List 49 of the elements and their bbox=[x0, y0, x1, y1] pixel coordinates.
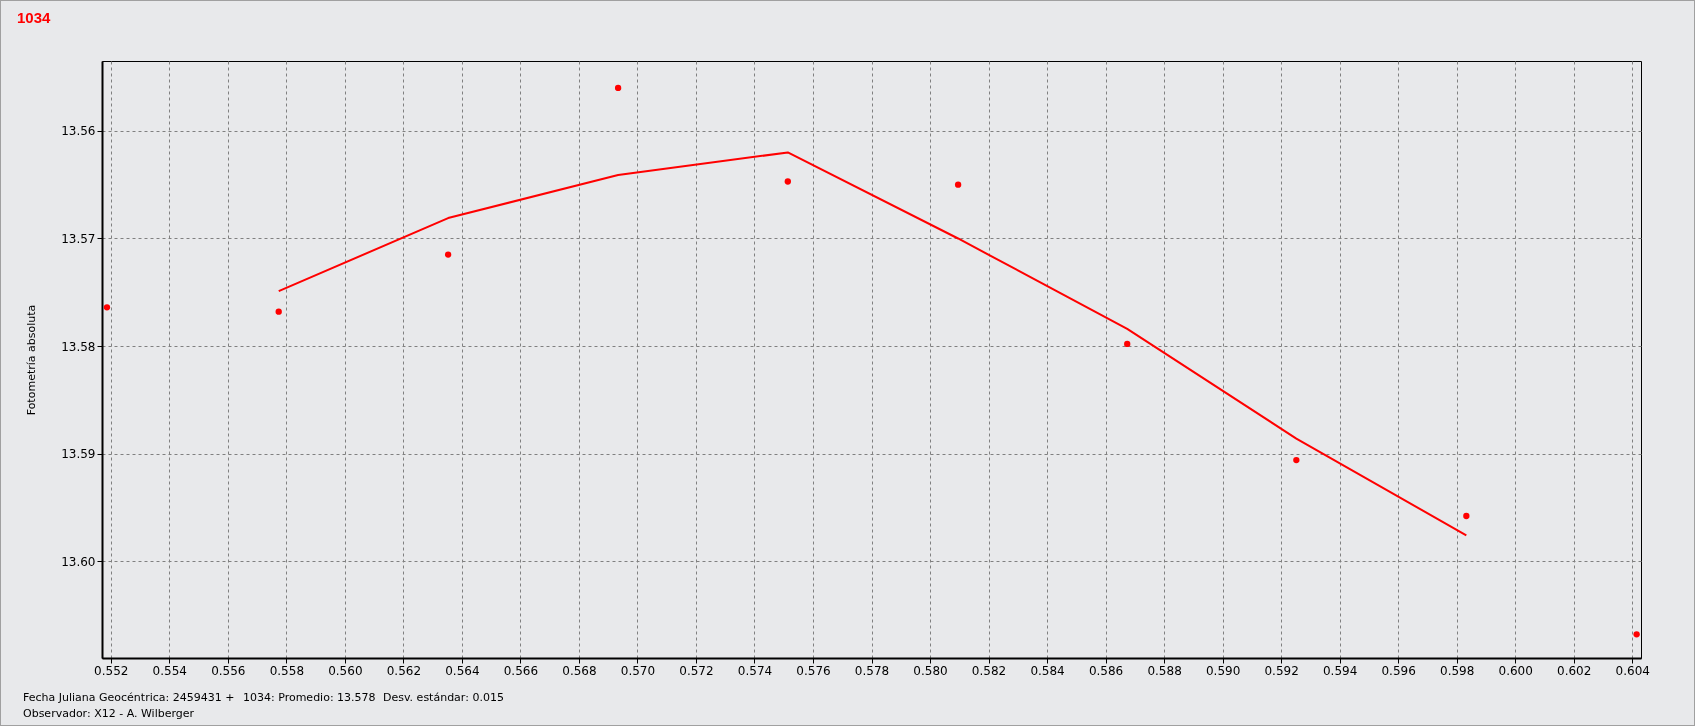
y-tick-label: 13.59 bbox=[61, 447, 96, 462]
point bbox=[614, 84, 622, 92]
point bbox=[1293, 456, 1300, 464]
x-tick-label: 0.566 bbox=[503, 663, 539, 678]
text: Observador: X12 - A. Wilberger bbox=[23, 707, 195, 720]
x-tick-label: 0.558 bbox=[269, 663, 305, 678]
y-tick-label: 13.57 bbox=[61, 231, 96, 246]
x-tick-label: 0.560 bbox=[328, 663, 363, 678]
x-tick-label: 0.570 bbox=[620, 663, 656, 678]
x-tick-label: 0.584 bbox=[1030, 663, 1065, 678]
point bbox=[444, 251, 452, 258]
x-tick-label: 0.582 bbox=[971, 663, 1007, 678]
y-tick-label: 13.56 bbox=[61, 124, 96, 139]
text: Desv. estándar: 0.015 bbox=[383, 691, 504, 704]
text: 1034: Promedio: 13.578 bbox=[243, 691, 376, 704]
point bbox=[1633, 631, 1640, 638]
text: Fecha Juliana Geocéntrica: 2459431 + bbox=[23, 691, 235, 704]
x-tick-label: 0.594 bbox=[1322, 663, 1358, 678]
x-tick-label: 0.564 bbox=[445, 663, 480, 678]
x-tick-label: 0.578 bbox=[854, 663, 890, 678]
x-tick-label: 0.580 bbox=[913, 663, 948, 678]
point bbox=[1124, 340, 1131, 348]
point bbox=[275, 308, 282, 315]
y-tick-label: 13.58 bbox=[61, 339, 96, 354]
y-tick-label: 13.60 bbox=[61, 554, 96, 569]
x-tick-label: 0.562 bbox=[386, 663, 422, 678]
line-series bbox=[277, 151, 1468, 537]
x-tick-label: 0.590 bbox=[1205, 663, 1241, 678]
x-tick-label: 0.586 bbox=[1088, 663, 1124, 678]
y-axis-title: Fotometría absoluta bbox=[25, 304, 39, 416]
point bbox=[103, 304, 111, 311]
x-tick-label: 0.556 bbox=[211, 663, 246, 678]
x-tick-label: 0.604 bbox=[1615, 663, 1650, 678]
x-tick-label: 0.568 bbox=[562, 663, 597, 678]
x-tick-label: 0.592 bbox=[1264, 663, 1299, 678]
x-tick-label: 0.572 bbox=[679, 663, 714, 678]
point bbox=[784, 178, 791, 185]
x-tick-label: 0.574 bbox=[737, 663, 773, 678]
x-tick-label: 0.552 bbox=[94, 663, 129, 678]
x-tick-label: 0.588 bbox=[1147, 663, 1182, 678]
x-tick-label: 0.602 bbox=[1557, 663, 1592, 678]
point bbox=[1463, 512, 1470, 520]
chart-title: 1034 bbox=[17, 9, 51, 26]
x-tick-label: 0.598 bbox=[1439, 663, 1475, 678]
x-tick-label: 0.600 bbox=[1498, 663, 1533, 678]
x-tick-label: 0.596 bbox=[1381, 663, 1416, 678]
x-tick-label: 0.554 bbox=[152, 663, 187, 678]
point bbox=[954, 181, 962, 188]
x-tick-label: 0.576 bbox=[796, 663, 831, 678]
